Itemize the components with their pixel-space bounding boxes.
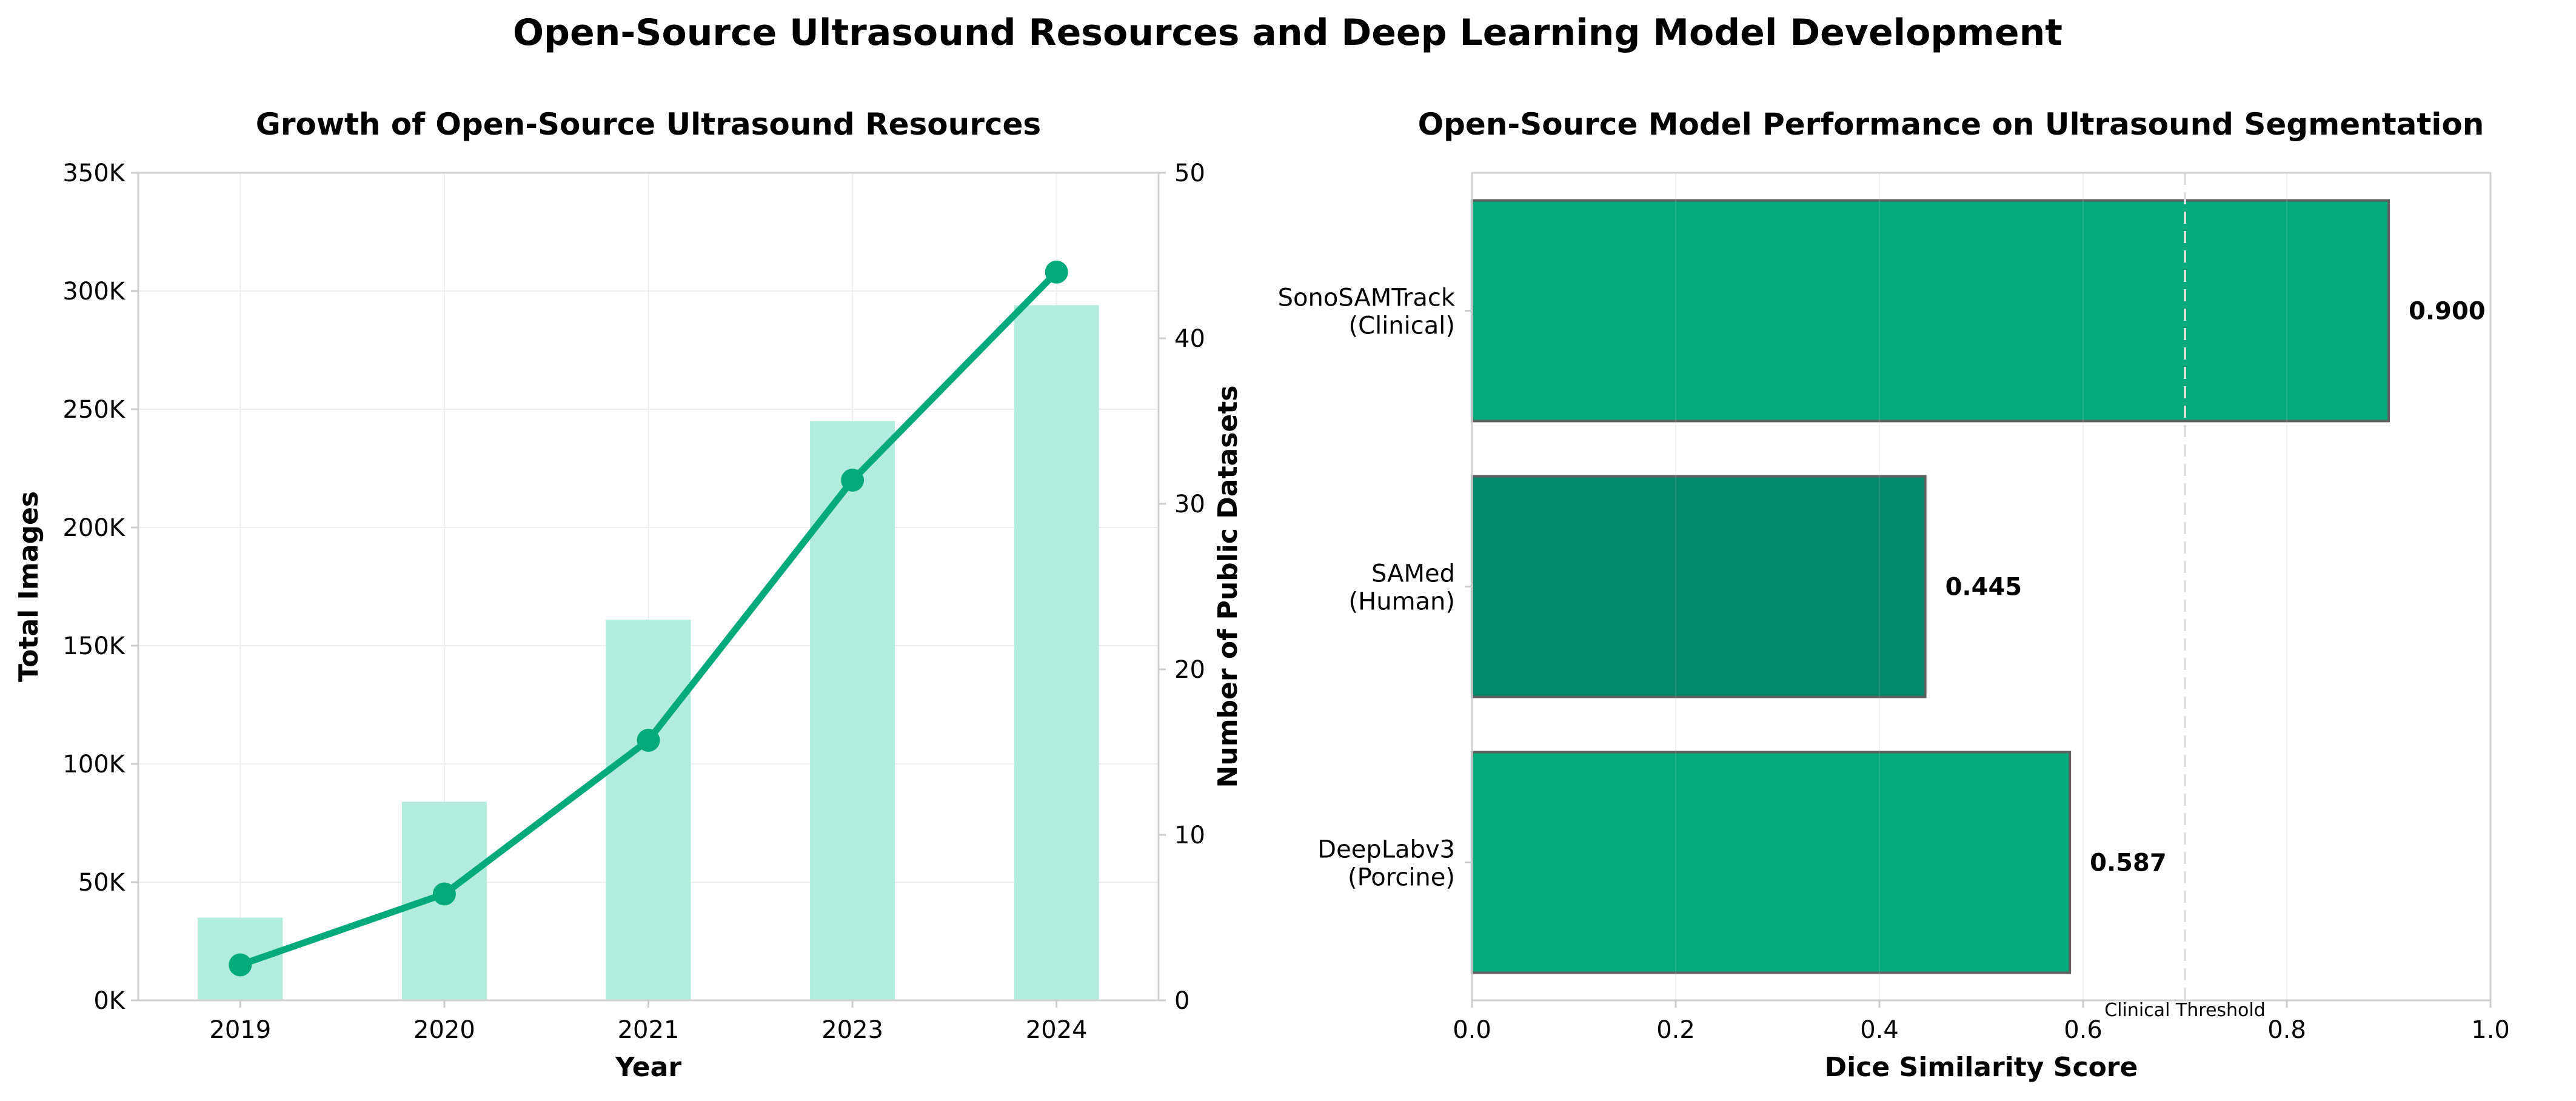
y-tick-label: 250K bbox=[62, 396, 125, 424]
y-tick-label: 50K bbox=[78, 869, 126, 897]
y-tick-label: 200K bbox=[62, 514, 125, 542]
y-tick-label: 100K bbox=[62, 751, 125, 778]
y-tick-label: SAMed bbox=[1371, 560, 1455, 588]
bar-2023 bbox=[810, 421, 895, 1000]
y-tick-label: (Porcine) bbox=[1348, 864, 1455, 892]
x-axis-label: Year bbox=[615, 1052, 681, 1083]
y2-tick-label: 10 bbox=[1174, 822, 1205, 849]
y-tick-label: 0K bbox=[93, 987, 125, 1015]
x-tick-label: 2020 bbox=[413, 1016, 475, 1044]
bar-SAMed bbox=[1471, 475, 1927, 698]
x-tick-label: 0.4 bbox=[1860, 1016, 1899, 1044]
x-tick-label: 0.2 bbox=[1656, 1016, 1695, 1044]
x-tick-label: 0.8 bbox=[2267, 1016, 2306, 1044]
chart-title: Growth of Open-Source Ultrasound Resourc… bbox=[256, 107, 1041, 142]
plot-frame bbox=[1471, 172, 2492, 1002]
y-tick-label: (Clinical) bbox=[1349, 312, 1455, 340]
line-point-2023 bbox=[841, 469, 865, 492]
chart-title: Open-Source Model Performance on Ultraso… bbox=[1418, 107, 2484, 142]
x-tick-label: 1.0 bbox=[2471, 1016, 2510, 1044]
line-point-2019 bbox=[229, 953, 252, 977]
y2-tick-label: 50 bbox=[1174, 159, 1205, 187]
x-tick-label: 2021 bbox=[618, 1016, 680, 1044]
x-tick-label: 0.0 bbox=[1453, 1016, 1491, 1044]
bar-SonoSAMTrack bbox=[1471, 199, 2390, 423]
bar-2024 bbox=[1014, 305, 1099, 1000]
line-point-2020 bbox=[432, 882, 456, 906]
y2-tick-label: 40 bbox=[1174, 325, 1205, 353]
x-axis-label: Dice Similarity Score bbox=[1825, 1052, 2138, 1083]
y2-tick-label: 30 bbox=[1174, 490, 1205, 518]
y2-tick-label: 0 bbox=[1174, 987, 1189, 1015]
y-tick-label: SonoSAMTrack bbox=[1278, 284, 1456, 312]
y-tick-label: 300K bbox=[62, 278, 125, 306]
line-point-2021 bbox=[637, 729, 660, 752]
value-label: 0.900 bbox=[2409, 298, 2486, 326]
y-axis-label: Total Images bbox=[13, 491, 44, 682]
bar-2021 bbox=[606, 620, 691, 1000]
figure-title: Open-Source Ultrasound Resources and Dee… bbox=[513, 12, 2062, 54]
left-chart: 0K 50K 100K 150K 200K 250K 300K 350K 0 10 20 30 40 50… bbox=[13, 107, 1243, 1083]
y-tick-label: DeepLabv3 bbox=[1317, 836, 1455, 864]
y2-tick-label: 20 bbox=[1174, 656, 1205, 684]
line-point-2024 bbox=[1045, 260, 1068, 284]
y2-axis-label: Number of Public Datasets bbox=[1213, 386, 1243, 788]
x-tick-label: 2023 bbox=[821, 1016, 883, 1044]
y-tick-label: 350K bbox=[62, 159, 125, 187]
value-label: 0.587 bbox=[2090, 849, 2167, 877]
threshold-label: Clinical Threshold bbox=[2104, 1000, 2266, 1021]
right-chart: 0.900 SonoSAMTrack(Clinical) 0.445 SAMed(Hu… bbox=[1278, 107, 2510, 1083]
x-tick-label: 2019 bbox=[209, 1016, 271, 1044]
x-tick-label: 0.6 bbox=[2064, 1016, 2103, 1044]
x-tick-label: 2024 bbox=[1026, 1016, 1088, 1044]
y-tick-label: 150K bbox=[62, 632, 125, 660]
y-tick-label: (Human) bbox=[1349, 588, 1455, 616]
value-label: 0.445 bbox=[1945, 574, 2022, 601]
bar-DeepLabv3 bbox=[1471, 751, 2072, 974]
